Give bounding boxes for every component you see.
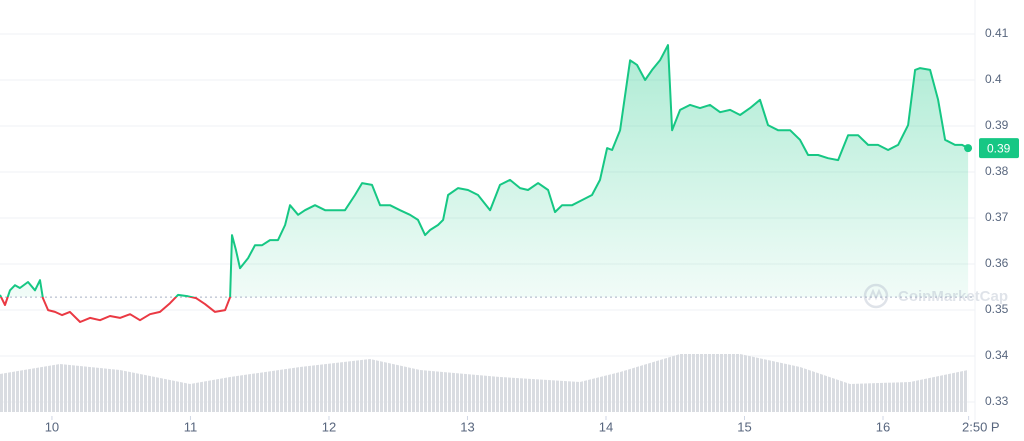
x-tick-label: 10 [45,419,59,434]
x-tick-label: 14 [599,419,613,434]
price-line [0,44,969,323]
x-tick-label: 13 [460,419,474,434]
watermark: CoinMarketCap [863,283,1008,309]
y-tick-label: 0.33 [985,394,1009,408]
y-tick-label: 0.35 [985,302,1009,316]
volume-area [0,354,969,412]
y-tick-label: 0.34 [985,348,1009,362]
x-tick-label: 16 [876,419,890,434]
x-tick-label: 2:50 P [962,419,1000,434]
y-tick-label: 0.39 [985,118,1009,132]
price-tag [979,138,1019,159]
x-tick-label: 15 [737,419,751,434]
watermark-text: CoinMarketCap [898,288,1008,305]
last-point [964,144,973,153]
price-area [0,45,969,298]
x-tick-label: 12 [322,419,336,434]
y-tick-label: 0.4 [985,72,1002,86]
y-tick-label: 0.38 [985,164,1009,178]
x-tick-label: 11 [184,419,198,434]
y-tick-label: 0.41 [985,26,1009,40]
price-tag-label: 0.39 [987,141,1011,155]
y-tick-label: 0.37 [985,210,1009,224]
y-tick-label: 0.36 [985,256,1009,270]
